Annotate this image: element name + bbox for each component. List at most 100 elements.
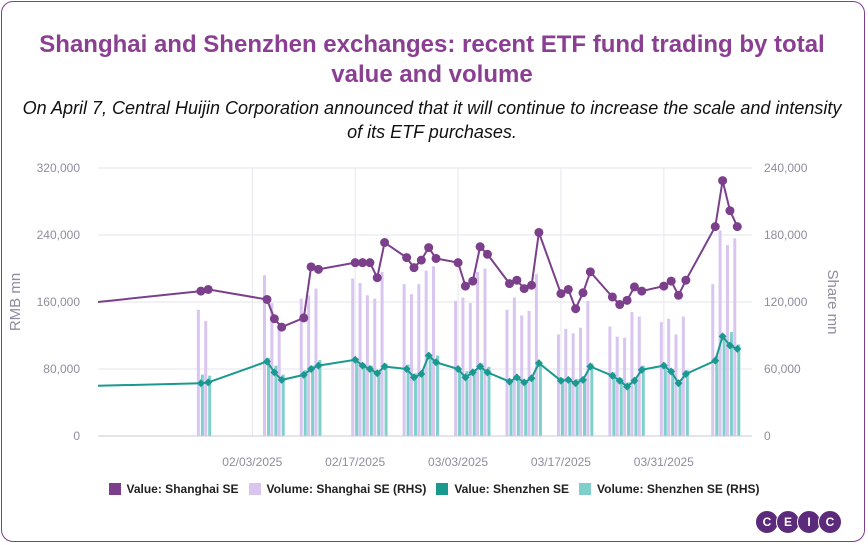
value-shenzhen-point <box>608 371 617 380</box>
value-shanghai-point <box>269 314 279 324</box>
value-shanghai-point <box>556 289 566 299</box>
y-tick-label: 240,000 <box>37 228 81 242</box>
value-shanghai-point <box>725 206 735 216</box>
volume-shanghai-bar <box>409 294 413 436</box>
value-shanghai-point <box>358 258 368 268</box>
volume-shanghai-bar <box>351 278 355 436</box>
chart-subtitle: On April 7, Central Huijin Corporation a… <box>22 98 842 142</box>
volume-shanghai-bar <box>586 300 590 436</box>
legend-item-volume-shanghai[interactable]: Volume: Shanghai SE (RHS) <box>248 482 426 496</box>
volume-shanghai-bar <box>314 288 318 436</box>
volume-shenzhen-bar <box>384 363 388 436</box>
volume-shanghai-bar <box>725 245 729 436</box>
volume-shanghai-bar <box>630 312 634 436</box>
volume-shenzhen-bar <box>582 379 586 436</box>
volume-shenzhen-bar <box>421 370 425 436</box>
y-axis-label: RMB mn <box>7 273 24 331</box>
value-shanghai-point <box>475 242 485 252</box>
value-shenzhen-point <box>681 370 690 379</box>
x-tick-label: 03/03/2025 <box>428 455 488 469</box>
value-shanghai-point <box>431 253 441 263</box>
y2-tick-label: 240,000 <box>764 161 808 175</box>
volume-shenzhen-bar <box>318 360 322 436</box>
volume-shanghai-bar <box>674 334 678 436</box>
volume-shenzhen-bar <box>480 363 484 436</box>
value-shenzhen-point <box>424 351 433 360</box>
value-shanghai-point <box>637 286 647 296</box>
value-shanghai-point <box>674 290 684 300</box>
volume-shenzhen-bar <box>458 367 462 436</box>
value-shanghai-point <box>468 276 478 286</box>
value-shenzhen-point <box>505 377 514 386</box>
volume-shanghai-bar <box>534 274 538 436</box>
value-shanghai-point <box>424 243 434 253</box>
volume-shanghai-bar <box>667 318 671 436</box>
value-shenzhen-point <box>659 361 668 370</box>
volume-shenzhen-bar <box>281 374 285 436</box>
volume-shanghai-bar <box>733 238 737 436</box>
volume-shenzhen-bar <box>355 357 359 436</box>
volume-shenzhen-bar <box>267 357 271 436</box>
volume-shenzhen-bar <box>729 332 733 436</box>
volume-shenzhen-bar <box>377 371 381 436</box>
x-tick-label: 02/17/2025 <box>325 455 385 469</box>
volume-shanghai-bar <box>196 309 200 436</box>
value-shanghai-point <box>409 263 419 273</box>
value-shanghai-point <box>578 288 588 298</box>
volume-shenzhen-bar <box>303 370 307 436</box>
value-shanghai-point <box>277 322 287 332</box>
value-shenzhen-point <box>380 362 389 371</box>
legend-swatch <box>436 483 449 495</box>
value-shenzhen-point <box>512 373 521 382</box>
legend-label: Value: Shenzhen SE <box>454 482 570 496</box>
legend-item-value-shanghai[interactable]: Value: Shanghai SE <box>108 482 239 496</box>
value-shanghai-point <box>313 264 323 274</box>
volume-shanghai-bar <box>564 328 568 436</box>
volume-shenzhen-bar <box>737 344 741 436</box>
value-shenzhen-point <box>196 379 205 388</box>
value-shenzhen-point <box>277 375 286 384</box>
y-tick-label: 0 <box>73 429 80 443</box>
volume-shenzhen-bar <box>568 377 572 436</box>
value-shanghai-point <box>527 280 537 290</box>
value-shanghai-point <box>350 258 360 268</box>
legend-item-value-shenzhen[interactable]: Value: Shenzhen SE <box>436 482 569 496</box>
volume-shanghai-bar <box>263 275 267 436</box>
legend-swatch <box>248 483 261 495</box>
ceic-logo: C E I C <box>755 510 842 534</box>
volume-shanghai-bar <box>527 310 531 436</box>
value-shenzhen-point <box>637 365 646 374</box>
value-shenzhen-point <box>630 376 639 385</box>
x-tick-label: 02/03/2025 <box>222 455 282 469</box>
legend-label: Value: Shanghai SE <box>126 482 239 496</box>
value-shanghai-point <box>453 258 463 268</box>
volume-shenzhen-bar <box>472 372 476 436</box>
value-shenzhen-point <box>520 378 529 387</box>
axes: 0 0 80,000 60,000 160,000 120,000 240,000 180,0… <box>37 161 808 469</box>
value-shenzhen-point <box>476 362 485 371</box>
value-shanghai-point <box>365 258 375 268</box>
value-shenzhen-point <box>623 382 632 391</box>
volume-shanghai-bar <box>718 230 722 436</box>
volume-shanghai-bar <box>505 309 509 436</box>
volume-shanghai-bar <box>424 270 428 436</box>
legend-item-volume-shenzhen[interactable]: Volume: Shenzhen SE (RHS) <box>579 482 760 496</box>
x-tick-label: 03/31/2025 <box>634 455 694 469</box>
y-tick-label: 80,000 <box>43 362 80 376</box>
value-shenzhen-point <box>725 341 734 350</box>
value-shanghai-point <box>666 276 676 286</box>
value-shenzhen-point <box>571 379 580 388</box>
value-shanghai-point <box>203 284 213 294</box>
volume-shenzhen-bar <box>715 355 719 436</box>
value-shenzhen-point <box>409 373 418 382</box>
value-shenzhen-point <box>527 374 536 383</box>
y2-tick-label: 60,000 <box>764 362 801 376</box>
volume-shanghai-bar <box>307 295 311 436</box>
legend-swatch <box>579 483 592 495</box>
value-shanghai-point <box>262 294 272 304</box>
value-shanghai-point <box>607 292 617 302</box>
y2-tick-label: 120,000 <box>764 295 808 309</box>
value-shenzhen-point <box>432 358 441 367</box>
value-shanghai-point <box>299 313 309 323</box>
value-shenzhen-point <box>373 369 382 378</box>
